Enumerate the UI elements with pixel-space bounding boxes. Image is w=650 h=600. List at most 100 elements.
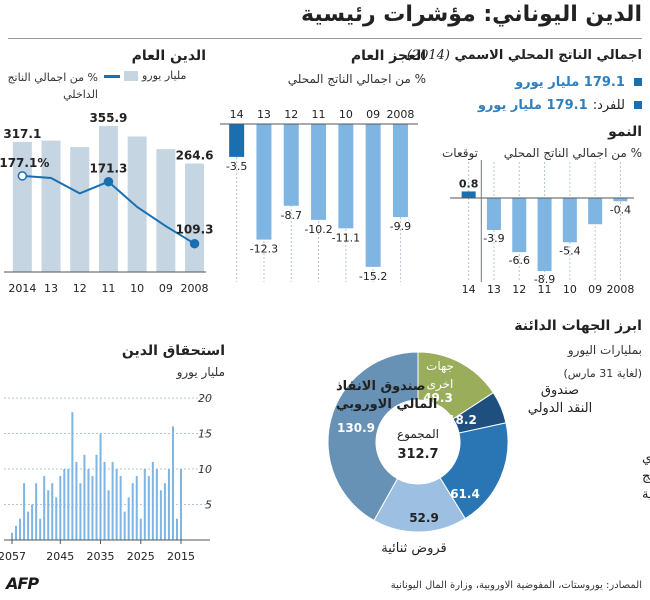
growth-bar — [562, 198, 577, 243]
maturity-bar — [151, 461, 154, 540]
title-divider — [8, 38, 642, 39]
legend-bar-label: مليار يورو — [142, 69, 187, 82]
maturity-bar — [55, 497, 58, 540]
creditors-subtitle: بمليارات اليورو — [567, 343, 642, 357]
maturity-bar — [51, 483, 54, 540]
maturity-bar — [103, 461, 106, 540]
creditors-other-label: جهات — [426, 359, 454, 373]
growth-bar — [486, 198, 501, 230]
growth-subtitle: % من اجمالي الناتج المحلي — [503, 146, 642, 160]
deficit-tick-label: 11 — [312, 108, 326, 121]
deficit-value-label: -8.7 — [281, 209, 302, 222]
maturity-subtitle: مليار يورو — [176, 365, 225, 379]
maturity-x-tick-label: 2015 — [167, 550, 195, 563]
debt-bar-value-label: 264.6 — [176, 149, 214, 163]
maturity-y-tick-label: 5 — [205, 499, 212, 512]
legend-bar-swatch-icon — [124, 71, 138, 81]
deficit-bar — [392, 124, 408, 218]
growth-title: النمو — [608, 124, 642, 140]
debt-line-point — [103, 176, 114, 187]
maturity-bar — [111, 461, 114, 540]
creditors-ecb-label: البنك المركزي — [642, 451, 650, 466]
creditors-slice-value: 61.4 — [450, 487, 480, 501]
gdp-total-row: 179.1 مليار يورو — [442, 71, 642, 90]
creditors-total-label: المجموع — [397, 427, 439, 442]
gdp-heading: اجمالي الناتج المحلي الاسمي (2014) — [407, 48, 642, 63]
maturity-x-tick-label: 2045 — [46, 550, 74, 563]
maturity-bar — [23, 483, 26, 540]
deficit-value-label: -12.3 — [250, 243, 278, 256]
maturity-bar — [171, 426, 174, 540]
creditors-slice-value: 49.3 — [423, 391, 453, 405]
deficit-tick-label: 09 — [366, 108, 380, 121]
growth-tick-label: 11 — [538, 283, 552, 296]
debt-line-value-label: 177.1% — [0, 156, 49, 170]
growth-value-label: -0.4 — [610, 203, 631, 216]
maturity-bar — [31, 504, 34, 540]
debt-line-value-label: 109.3 — [176, 223, 214, 237]
deficit-tick-label: 13 — [257, 108, 271, 121]
maturity-bar — [39, 518, 42, 540]
deficit-bar — [365, 124, 381, 267]
deficit-tick-label: 14 — [230, 108, 244, 121]
maturity-y-tick-label: 10 — [198, 463, 212, 476]
maturity-y-tick-label: 15 — [198, 428, 212, 441]
deficit-value-label: -11.1 — [332, 231, 360, 244]
growth-tick-label: 14 — [462, 283, 476, 296]
deficit-subtitle: % من اجمالي الناتج المحلي — [287, 72, 426, 86]
growth-value-label: 0.8 — [459, 177, 479, 190]
debt-tick-label: 2014 — [8, 282, 36, 295]
deficit-tick-label: 2008 — [386, 108, 414, 121]
maturity-bar — [91, 476, 94, 540]
debt-bar — [185, 163, 205, 272]
debt-line-value-label: 171.3 — [89, 162, 127, 176]
deficit-bar — [229, 124, 245, 157]
growth-value-label: -3.9 — [483, 232, 504, 245]
maturity-bar — [115, 469, 118, 540]
debt-bar — [12, 141, 32, 272]
legend-line-swatch-icon — [104, 75, 120, 78]
gdp-per-capita-marker-icon — [634, 101, 642, 109]
creditors-efsf-label: المالي الاوروبي — [336, 397, 437, 412]
debt-bar-value-label: 355.9 — [89, 111, 127, 125]
debt-tick-label: 10 — [130, 282, 144, 295]
debt-bar — [98, 126, 118, 273]
creditors-slice-value: 52.9 — [409, 511, 439, 525]
gdp-year-note: (2014) — [406, 48, 450, 63]
creditors-imf-label: صندوق — [541, 383, 579, 398]
maturity-bar — [75, 461, 78, 540]
debt-bar — [156, 149, 176, 272]
debt-tick-label: 13 — [44, 282, 58, 295]
creditors-ecb-label: سوق الاوراق المالية — [642, 487, 650, 502]
debt-tick-label: 2008 — [181, 282, 209, 295]
deficit-tick-label: 10 — [339, 108, 353, 121]
growth-bar — [512, 198, 527, 253]
maturity-bar — [143, 469, 146, 540]
maturity-bar — [127, 497, 130, 540]
maturity-bar — [131, 483, 134, 540]
deficit-value-label: -15.2 — [359, 270, 387, 283]
maturity-bar — [123, 511, 126, 540]
deficit-value-label: -9.9 — [390, 220, 411, 233]
footer-source: المصادر: يوروستات، المفوضية الاوروبية، و… — [390, 580, 642, 591]
maturity-bar — [79, 483, 82, 540]
growth-value-label: -6.6 — [509, 254, 530, 267]
growth-bar — [613, 198, 628, 202]
growth-tick-label: 10 — [563, 283, 577, 296]
maturity-bar — [43, 476, 46, 540]
gdp-total-value: 179.1 مليار يورو — [515, 75, 625, 90]
debt-tick-label: 09 — [159, 282, 173, 295]
deficit-tick-label: 12 — [284, 108, 298, 121]
creditors-slice — [327, 351, 419, 522]
creditors-title: ابرز الجهات الدائنة — [514, 318, 642, 334]
maturity-x-tick-label: 2025 — [127, 550, 155, 563]
maturity-x-tick-label: 2035 — [87, 550, 115, 563]
maturity-bar — [87, 469, 90, 540]
page-title: الدين اليوناني: مؤشرات رئيسية — [301, 2, 642, 27]
creditors-slice — [439, 422, 509, 520]
maturity-bar — [59, 476, 62, 540]
maturity-bar — [71, 412, 74, 540]
debt-tick-label: 11 — [101, 282, 115, 295]
creditors-slice-value: 130.9 — [337, 421, 375, 435]
